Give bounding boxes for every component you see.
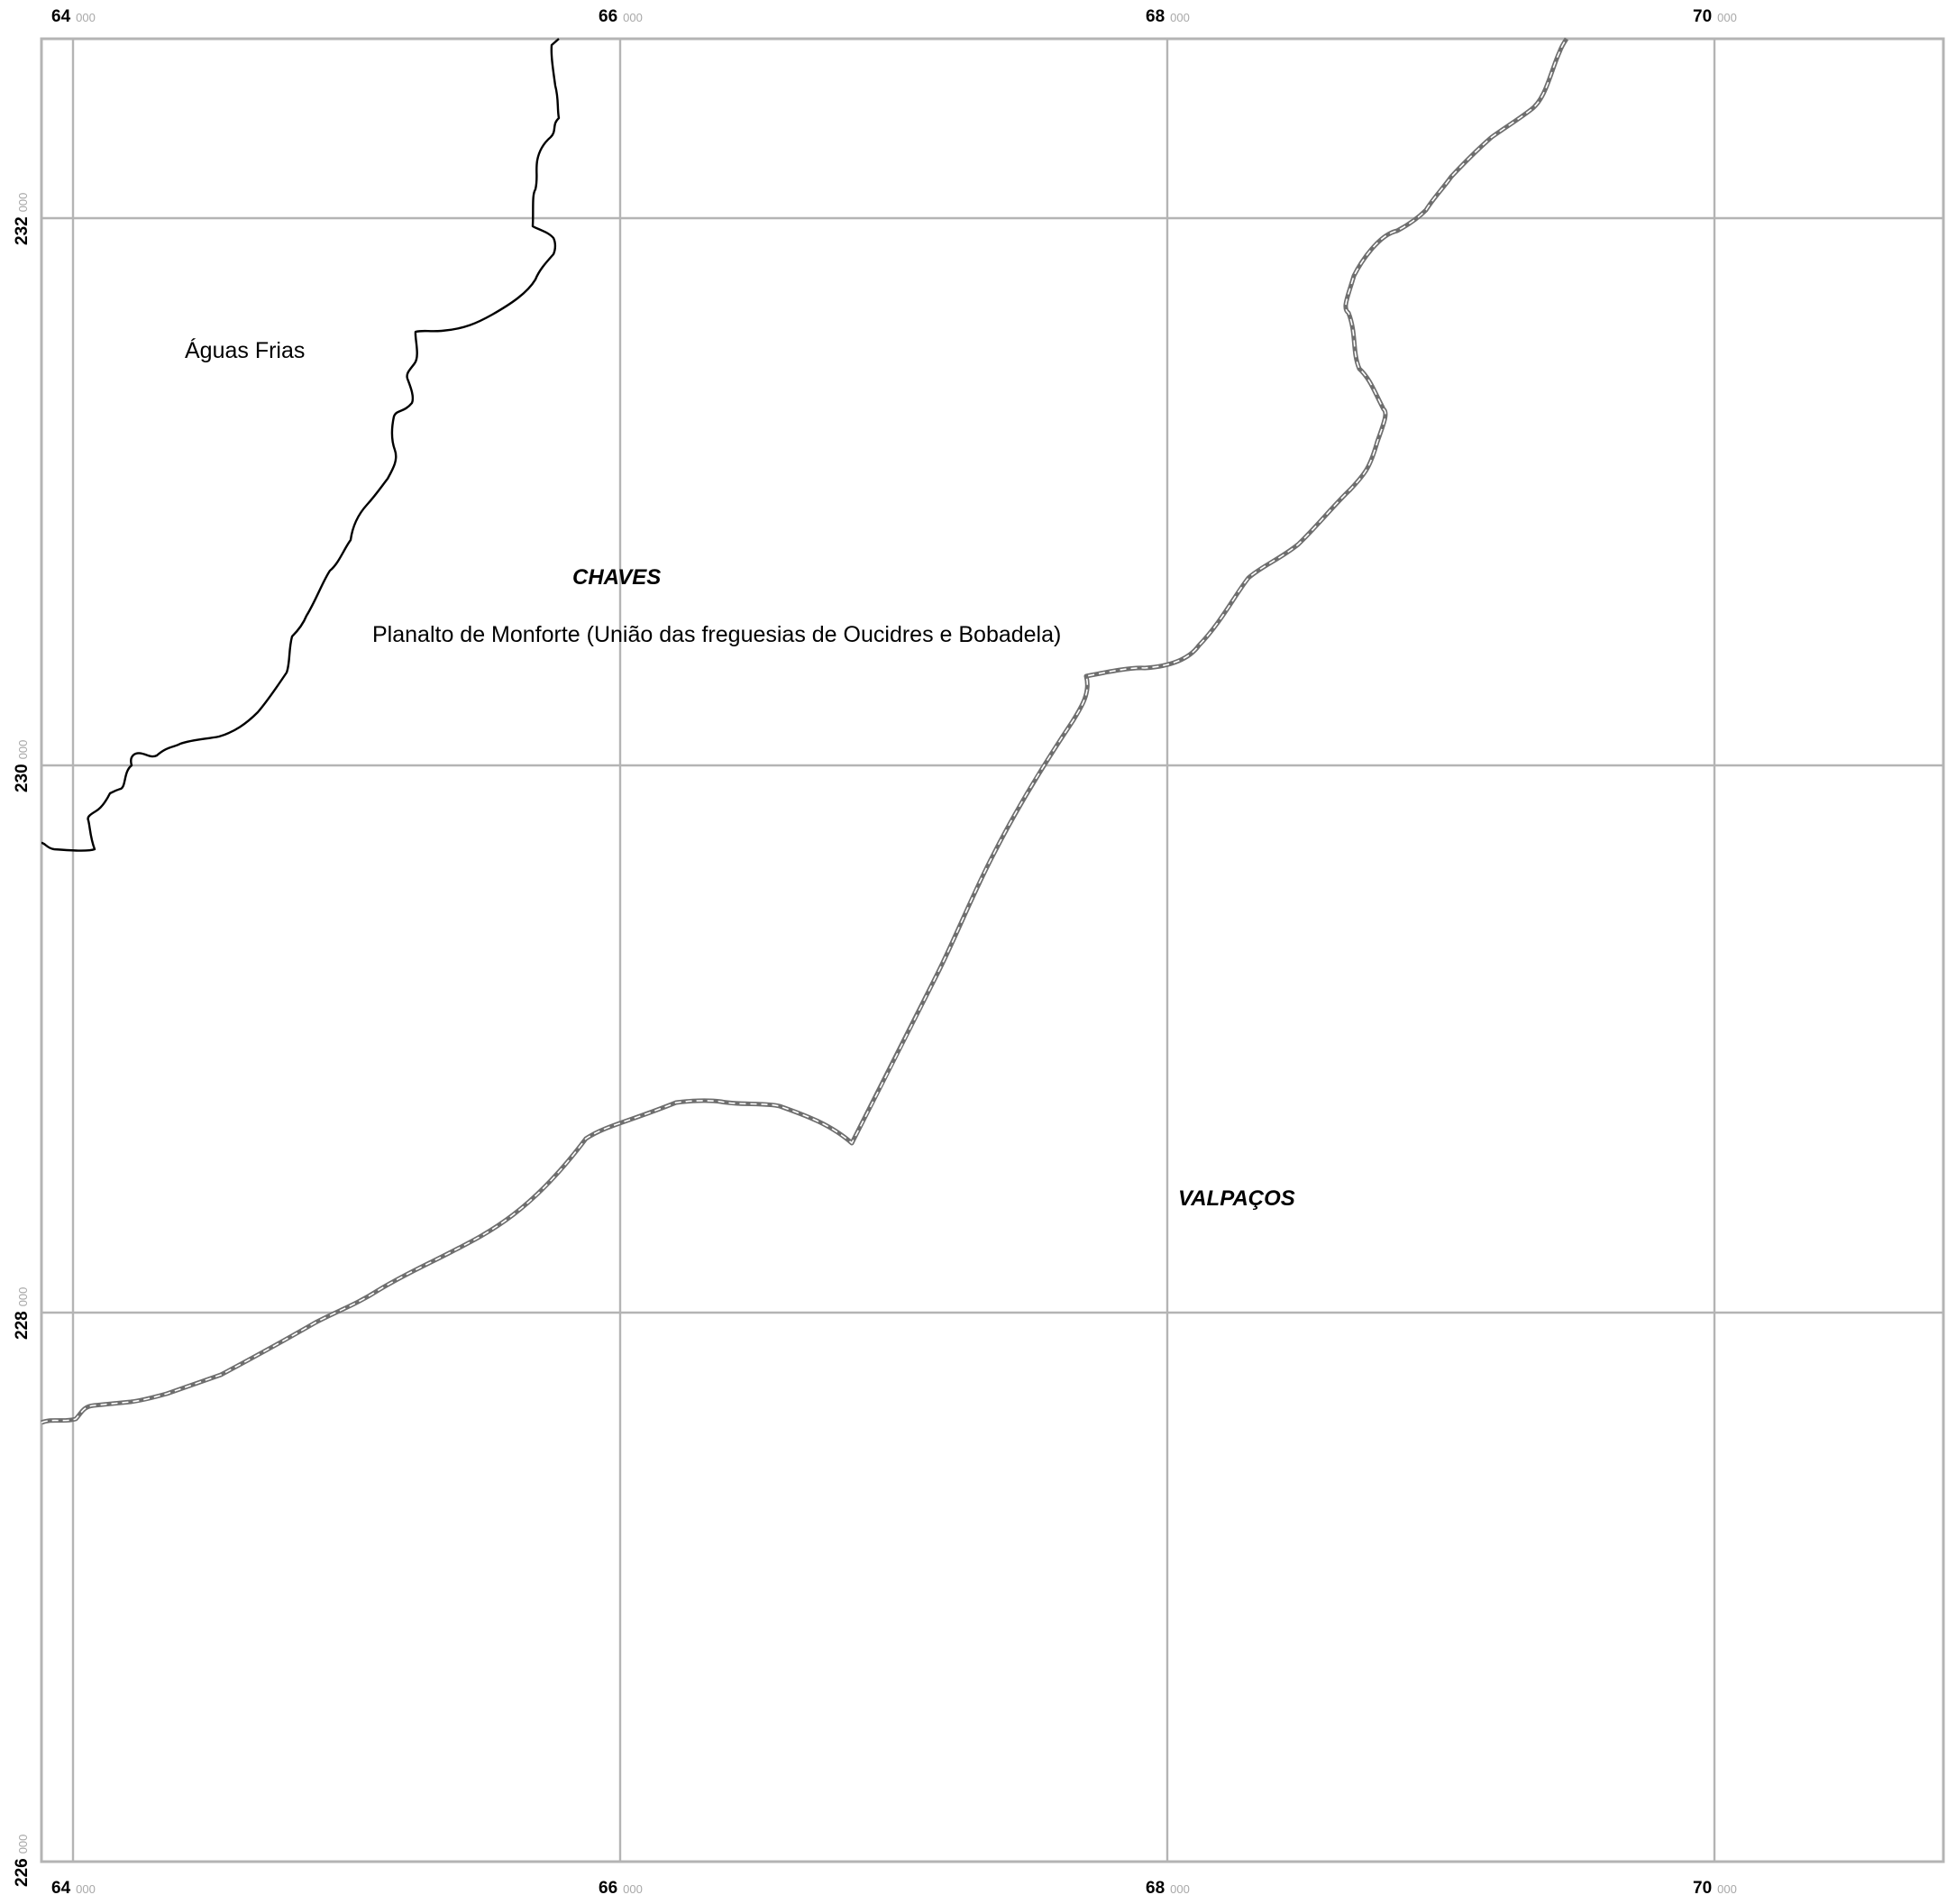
parish-boundary — [41, 38, 561, 852]
tick-top-68: 68 000 — [1146, 7, 1190, 26]
label-municipality-valpacos: VALPAÇOS — [1178, 1186, 1295, 1211]
tick-left-230: 230000 — [13, 740, 32, 792]
tick-left-226: 226000 — [13, 1835, 32, 1887]
tick-top-70: 70 000 — [1693, 7, 1737, 26]
label-parish-aguas-frias: Águas Frias — [185, 337, 305, 363]
grid-lines — [41, 39, 1943, 1862]
tick-labels-top: 64 000 66 000 68 000 70 000 — [51, 7, 1737, 26]
tick-left-228: 228000 — [13, 1287, 32, 1340]
tick-bottom-68: 68 000 — [1146, 1879, 1190, 1898]
label-municipality-chaves: CHAVES — [572, 565, 661, 590]
label-parish-planalto-de-monforte: Planalto de Monforte (União das freguesi… — [372, 622, 1061, 647]
tick-labels-bottom: 64 000 66 000 68 000 70 000 — [51, 1879, 1737, 1898]
tick-labels-left: 232000 230000 228000 226000 — [13, 193, 32, 1887]
tick-left-232: 232000 — [13, 193, 32, 245]
tick-top-64: 64 000 — [51, 7, 96, 26]
tick-bottom-64: 64 000 — [51, 1879, 96, 1898]
tick-bottom-70: 70 000 — [1693, 1879, 1737, 1898]
tick-top-66: 66 000 — [599, 7, 643, 26]
tick-bottom-66: 66 000 — [599, 1879, 643, 1898]
municipal-boundary — [41, 37, 1569, 1425]
map-frame — [40, 37, 1945, 1863]
